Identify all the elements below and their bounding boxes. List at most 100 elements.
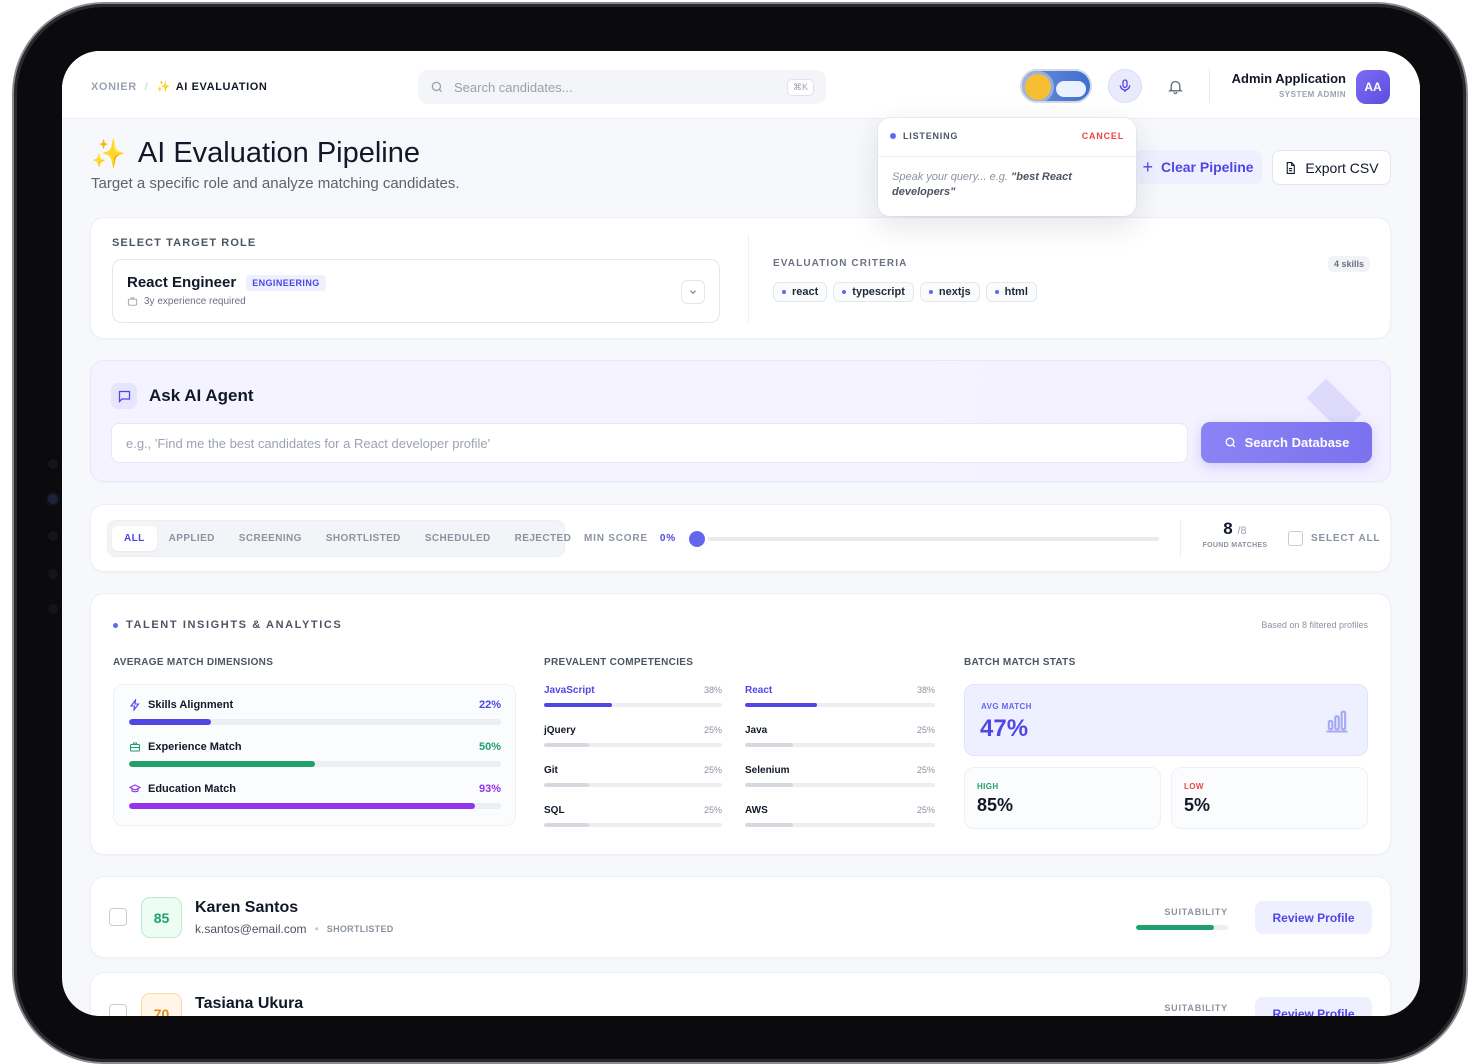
review-profile-button[interactable]: Review Profile: [1255, 997, 1372, 1016]
select-all[interactable]: SELECT ALL: [1288, 531, 1380, 546]
export-csv-button[interactable]: Export CSV: [1272, 150, 1391, 185]
avg-match-value: 47%: [980, 715, 1029, 742]
competency-bar-fill: [745, 703, 818, 707]
sensor-dot: [48, 531, 58, 541]
recording-dot-icon: [890, 133, 896, 139]
search-database-button[interactable]: Search Database: [1201, 422, 1372, 463]
candidate-checkbox[interactable]: [109, 908, 127, 926]
competency-percent: 25%: [916, 765, 935, 775]
role-title: React Engineer ENGINEERING: [127, 274, 326, 291]
low-match-stat: LOW 5%: [1171, 767, 1368, 829]
search-input[interactable]: Search candidates... ⌘K: [418, 70, 826, 104]
insights-title: TALENT INSIGHTS & ANALYTICS: [113, 619, 342, 631]
skill-label: nextjs: [938, 286, 971, 298]
camera-lens: [48, 494, 58, 504]
chevron-down-icon[interactable]: [681, 280, 705, 304]
dimension-name: Experience Match: [148, 741, 242, 753]
sensor-dot: [48, 459, 58, 469]
competency-name: AWS: [745, 805, 768, 816]
cancel-listening-button[interactable]: CANCEL: [1081, 131, 1124, 141]
min-score-slider[interactable]: [689, 531, 1159, 547]
candidate-name[interactable]: Karen Santos: [195, 899, 299, 916]
competency-name: Java: [745, 725, 768, 736]
status-tabs: ALL APPLIED SCREENING SHORTLISTED SCHEDULED R…: [107, 520, 571, 557]
dimension-bar-fill: [129, 761, 315, 767]
breadcrumb-root[interactable]: XONIER: [91, 80, 137, 93]
listening-status: LISTENING: [890, 131, 958, 141]
tab-shortlisted[interactable]: SHORTLISTED: [325, 533, 401, 544]
breadcrumb: XONIER / ✨ AI EVALUATION: [91, 80, 267, 94]
competency-bar: [745, 703, 935, 707]
competency-item: Java 25%: [745, 725, 935, 747]
avatar[interactable]: AA: [1356, 70, 1390, 104]
avg-match-stat: AVG MATCH 47%: [964, 684, 1368, 756]
suitability-bar-fill: [1136, 925, 1215, 930]
score-badge: 85: [141, 897, 182, 938]
hint-example: "best React developers": [892, 171, 1072, 198]
high-match-stat: HIGH 85%: [964, 767, 1161, 829]
competency-name: React: [745, 685, 773, 696]
select-all-checkbox[interactable]: [1288, 531, 1303, 546]
tab-rejected[interactable]: REJECTED: [514, 533, 572, 544]
dimension-percent: 50%: [478, 741, 501, 753]
suitability: SUITABILITY: [1136, 907, 1228, 930]
competency-bar: [745, 823, 935, 827]
candidate-name[interactable]: Tasiana Ukura: [195, 995, 304, 1012]
sun-icon: [1025, 74, 1051, 100]
skill-tag: nextjs: [919, 282, 980, 302]
match-dimensions: Skills Alignment 22% Experience Match 50% Ed…: [113, 684, 516, 826]
competency-item: Git 25%: [544, 765, 722, 787]
avg-match-label: AVG MATCH: [981, 702, 1032, 711]
notifications-button[interactable]: [1158, 69, 1192, 103]
tab-all[interactable]: ALL: [112, 526, 157, 551]
competency-header: jQuery 25%: [544, 725, 722, 736]
tab-scheduled[interactable]: SCHEDULED: [424, 533, 491, 544]
candidate-checkbox[interactable]: [109, 1004, 127, 1016]
voice-search-button[interactable]: [1108, 69, 1142, 103]
microphone-icon: [1119, 79, 1131, 92]
role-select[interactable]: React Engineer ENGINEERING 3y experience…: [112, 259, 720, 323]
sparkle-icon: ✨: [156, 81, 171, 93]
select-all-label: SELECT ALL: [1311, 533, 1381, 544]
competency-item: React 38%: [745, 685, 935, 707]
competency-percent: 38%: [916, 685, 935, 695]
low-value: 5%: [1184, 795, 1211, 815]
skill-tags: react typescript nextjs html: [773, 282, 1037, 302]
theme-toggle[interactable]: [1020, 69, 1092, 103]
found-label: FOUND MATCHES: [1202, 542, 1268, 549]
dimension-row: Skills Alignment 22%: [129, 699, 501, 725]
skill-tag: react: [773, 282, 828, 302]
high-value: 85%: [977, 795, 1014, 815]
dimension-header: Experience Match 50%: [129, 741, 501, 753]
min-score-value: 0%: [659, 533, 676, 544]
competency-header: SQL 25%: [544, 805, 722, 816]
tab-applied[interactable]: APPLIED: [168, 533, 215, 544]
page-title-text: AI Evaluation Pipeline: [137, 137, 421, 169]
score-badge: 70: [141, 993, 182, 1016]
competency-percent: 38%: [703, 685, 722, 695]
competency-bar: [745, 743, 935, 747]
suitability: SUITABILITY: [1136, 1003, 1228, 1016]
app-screen: XONIER / ✨ AI EVALUATION Search candidat…: [62, 51, 1420, 1016]
plus-icon: +: [1142, 156, 1153, 177]
slider-handle[interactable]: [689, 531, 705, 547]
competency-item: SQL 25%: [544, 805, 722, 827]
page-subtitle: Target a specific role and analyze match…: [91, 175, 460, 192]
divider: [748, 234, 749, 322]
review-profile-button[interactable]: Review Profile: [1255, 901, 1372, 934]
competency-bar: [544, 703, 722, 707]
bullet-icon: [113, 622, 118, 628]
candidate-card: 85 Karen Santos k.santos@email.com • SHORTLI…: [90, 876, 1391, 958]
dimension-bar-fill: [129, 719, 211, 725]
dimension-percent: 22%: [478, 699, 501, 711]
clear-pipeline-button[interactable]: + Clear Pipeline: [1134, 150, 1262, 184]
competency-header: Selenium 25%: [745, 765, 935, 776]
low-label: LOW: [1184, 782, 1204, 791]
found-count: 8 /8: [1199, 519, 1271, 539]
competency-percent: 25%: [916, 725, 935, 735]
ai-query-input[interactable]: e.g., 'Find me the best candidates for a…: [111, 423, 1188, 463]
tab-screening[interactable]: SCREENING: [238, 533, 302, 544]
candidate-card: 70 Tasiana Ukura SUITABILITY Review Profile: [90, 972, 1391, 1016]
competency-header: JavaScript 38%: [544, 685, 722, 696]
competency-header: React 38%: [745, 685, 935, 696]
